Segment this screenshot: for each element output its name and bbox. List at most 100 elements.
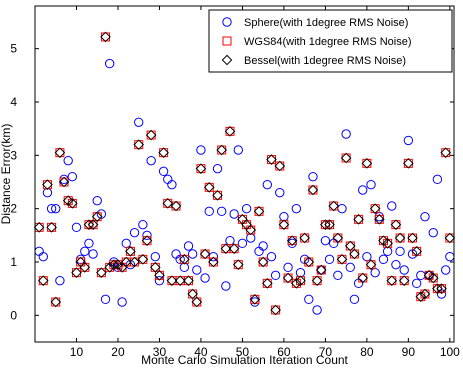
diamond-point [183,275,194,286]
diamond-point [361,158,373,169]
x-tick-label: 20 [111,345,125,359]
circle-point [221,281,231,291]
diamond-point [328,200,340,212]
circle-point [192,265,202,275]
circle-point [216,206,227,217]
diamond-point [257,256,269,268]
circle-point [84,238,94,249]
circle-point [349,294,360,305]
y-tick-label: 1 [10,255,17,269]
circle-point [100,294,111,305]
diamond-point [42,179,53,190]
x-tick-label: 70 [319,345,333,359]
circle-point [399,265,409,275]
diamond-point [390,219,402,230]
circle-point [345,262,355,273]
circle-point [387,201,397,211]
diamond-point [311,275,323,286]
diamond-point [232,259,244,270]
circle-point [391,259,401,270]
circle-point [80,246,90,257]
diamond-point [208,256,219,268]
diamond-point [320,219,331,230]
circle-point [154,275,165,286]
circle-point [428,227,438,238]
x-tick-label: 50 [236,345,250,359]
x-tick-label: 80 [360,345,374,359]
diamond-point [87,219,99,230]
circle-point [150,251,161,262]
y-axis-label: Distance Error(km) [0,124,13,225]
diamond-point [253,206,265,217]
diamond-point [120,256,132,268]
circle-point [183,241,194,251]
circle-point [229,209,239,219]
circle-point [46,203,57,214]
y-tick-label: 5 [10,42,17,56]
y-tick-label: 0 [10,308,17,322]
x-tick-label: 10 [70,345,84,359]
circle-point [167,179,177,190]
diamond-point [216,144,227,156]
circle-point [241,203,252,214]
circle-point [270,270,281,281]
diamond-point [191,296,203,308]
diamond-point [33,222,45,233]
diamond-point [295,275,306,286]
diamond-point [266,154,277,165]
diamond-point [365,259,377,270]
series-diamond [33,31,456,316]
diamond-point [104,262,115,273]
diamond-point [129,256,140,268]
diamond-point [386,275,398,286]
circle-point [51,203,61,214]
y-tick-label: 2 [10,202,17,216]
circle-point [129,227,140,238]
diamond-point [199,248,211,260]
diamond-point [125,246,136,257]
diamond-point [291,278,302,289]
circle-point [258,241,268,251]
diamond-point [50,296,62,308]
diamond-point [440,147,452,158]
circle-point [88,249,98,259]
diamond-point [245,224,257,236]
diamond-point [270,304,281,316]
data-marks [33,31,456,316]
circle-point [63,155,73,166]
circle-point [275,187,285,198]
diamond-point [141,235,153,246]
diamond-point [137,254,149,265]
diamond-point [303,256,315,268]
diamond-point [145,129,157,141]
diamond-point [299,232,310,244]
diamond-point [91,211,103,222]
diamond-point [282,272,294,284]
circle-point [320,235,331,246]
circle-point [432,174,443,185]
circle-point [212,163,223,174]
diamond-point [212,190,223,201]
legend: Sphere(with 1degree RMS Noise) WGS84(with… [208,9,453,73]
x-tick-label: 100 [440,345,460,359]
circle-point [187,249,198,259]
circle-point [196,145,206,155]
axes: 10 20 30 40 50 60 70 80 90 100 0 1 2 3 4 5 [10,5,460,359]
diamond-point [444,232,456,244]
circle-point [262,179,273,190]
diamond-point [262,278,273,289]
circle-point [55,275,65,286]
legend-circle-marker [222,17,232,27]
diamond-point [67,198,78,209]
diamond-point [286,235,298,246]
circle-point [117,297,127,307]
diamond-point [220,243,232,254]
diamond-point [79,262,91,273]
diamond-point [344,240,356,252]
diamond-point [403,158,414,169]
diamond-point [411,246,422,257]
diamond-point [353,214,364,225]
circle-point [304,294,314,305]
diamond-point [278,219,290,230]
